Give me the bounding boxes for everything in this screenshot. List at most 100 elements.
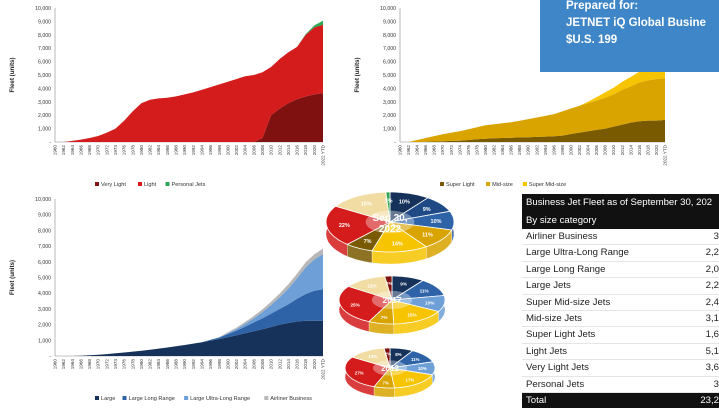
row-value: 2,2 — [705, 280, 719, 292]
row-label: Super Light Jets — [526, 329, 596, 341]
x-tick-label: 1970 — [440, 145, 445, 156]
row-value: 5,1 — [705, 345, 719, 357]
legend-label: Super Light — [446, 182, 475, 188]
pie-title: 2012 — [381, 364, 399, 373]
x-tick-label: 2016 — [637, 145, 642, 156]
y-tick-label: 10,000 — [380, 6, 396, 12]
y-axis-label: Fleet (units) — [9, 57, 16, 92]
row-value: 3 — [713, 231, 719, 242]
y-tick-label: 10,000 — [35, 197, 51, 203]
pie-slice-label: 2% — [386, 281, 394, 286]
table-row: Very Light Jets 3,6 — [522, 360, 719, 377]
pie-slice-label: 9% — [400, 282, 408, 287]
row-value: 3,1 — [705, 312, 719, 324]
prepared-label: Prepared for: — [566, 0, 639, 12]
x-tick-label: 1960 — [53, 145, 58, 156]
y-tick-label: 5,000 — [383, 73, 396, 79]
pie-slice-label: 1% — [385, 198, 393, 204]
pie-slice — [388, 350, 434, 369]
table-row: Personal Jets 3 — [522, 377, 719, 393]
pie-slice-label: 13% — [368, 354, 377, 359]
legend-swatch — [95, 396, 99, 400]
y-tick-label: 5,000 — [38, 276, 51, 282]
pie-slice-label: 7% — [364, 239, 372, 245]
y-tick-label: 10,000 — [35, 6, 51, 12]
x-tick-label: 1976 — [122, 145, 127, 156]
x-tick-label: 1984 — [156, 359, 161, 370]
x-tick-label: 1978 — [130, 359, 135, 370]
x-tick-label: 1964 — [70, 145, 75, 156]
x-tick-label: 2006 — [251, 359, 256, 370]
x-tick-label: 1988 — [174, 359, 179, 370]
pie-2012: 8% 11% 10% 17% 7% 27% 13% 2% 2012 — [344, 347, 436, 398]
pie-slice — [389, 221, 453, 248]
x-tick-label: 1972 — [104, 359, 109, 370]
x-tick-label: 2000 — [225, 145, 230, 156]
y-tick-label: 2,000 — [38, 113, 51, 119]
x-tick-label: 1962 — [61, 145, 66, 156]
x-tick-label: 1996 — [208, 145, 213, 156]
row-value: 2,0 — [705, 263, 719, 275]
chart-large-jets: 10,000 9,000 8,000 7,000 6,000 5,000 4,000 3,00… — [9, 197, 326, 402]
x-tick-label: 1976 — [466, 145, 471, 156]
pie-center — [365, 210, 415, 234]
x-tick-label: 2000 — [225, 359, 230, 370]
x-tick-label: 2020 — [654, 145, 659, 156]
y-axis-label: Fleet (units) — [9, 260, 16, 295]
y-tick-label: 2,000 — [383, 113, 396, 119]
table-row: Mid-size Jets 3,1 — [522, 311, 719, 328]
area-series-mid-size — [400, 78, 665, 142]
pie-2022: 10%9%10%11%14%7%22%15%1%Sep 30,2022 — [325, 191, 455, 265]
x-tick-label: 1988 — [517, 145, 522, 156]
x-tick-label: 2022 YTD — [321, 358, 326, 379]
y-tick-label: 8,000 — [383, 33, 396, 39]
legend-swatch — [165, 182, 170, 186]
x-tick-label: 2018 — [303, 359, 308, 370]
y-tick-label: 7,000 — [38, 46, 51, 52]
area-series-super-light — [400, 119, 665, 142]
pie-slice-label: 15% — [407, 313, 417, 318]
x-tick-label: 1992 — [534, 145, 539, 156]
y-tick-label: - — [49, 140, 51, 146]
x-tick-label: 1988 — [174, 145, 179, 156]
pie-center — [371, 290, 413, 310]
prepared-for-banner: Prepared for: JETNET iQ Global Busine $U… — [540, 0, 719, 72]
x-tick-label: 1986 — [509, 145, 514, 156]
legend-swatch — [95, 182, 99, 186]
y-tick-label: 6,000 — [38, 260, 51, 266]
pie-slice-label: 11% — [422, 233, 433, 239]
x-tick-label: 2010 — [269, 359, 274, 370]
pie-slice — [389, 361, 436, 376]
y-tick-label: 1,000 — [38, 127, 51, 133]
area-series-very-light — [55, 93, 323, 142]
y-tick-label: 7,000 — [38, 244, 51, 250]
pie-slice-label: 10% — [418, 366, 427, 371]
legend-swatch — [522, 182, 527, 186]
pie-slice — [391, 299, 440, 325]
x-tick-label: 2002 — [577, 145, 582, 156]
x-tick-label: 1974 — [457, 145, 462, 156]
x-tick-label: 1982 — [148, 145, 153, 156]
x-tick-label: 1996 — [208, 359, 213, 370]
legend-swatch — [264, 396, 269, 400]
y-tick-label: 8,000 — [38, 228, 51, 234]
row-label: Large Ultra-Long Range — [526, 247, 629, 259]
area-series-large — [55, 320, 323, 356]
row-value: 3,6 — [705, 362, 719, 374]
pie-slice-label: 22% — [339, 223, 350, 229]
y-tick-label: 4,000 — [383, 86, 396, 92]
legend-label: Airliner Business — [270, 396, 312, 402]
y-tick-label: 9,000 — [38, 19, 51, 25]
x-tick-label: 1962 — [406, 145, 411, 156]
row-value: 2,2 — [705, 247, 719, 259]
pie-slice — [347, 275, 393, 301]
x-tick-label: 2022 YTD — [663, 144, 668, 165]
pie-slice-label: 9% — [423, 207, 431, 213]
x-tick-label: 2014 — [628, 145, 633, 156]
x-tick-label: 2000 — [568, 145, 573, 156]
row-value: 2,4 — [705, 296, 719, 308]
x-tick-label: 1984 — [500, 145, 505, 156]
x-tick-label: 2004 — [243, 145, 248, 156]
x-tick-label: 1990 — [182, 145, 187, 156]
x-tick-label: 2018 — [303, 145, 308, 156]
